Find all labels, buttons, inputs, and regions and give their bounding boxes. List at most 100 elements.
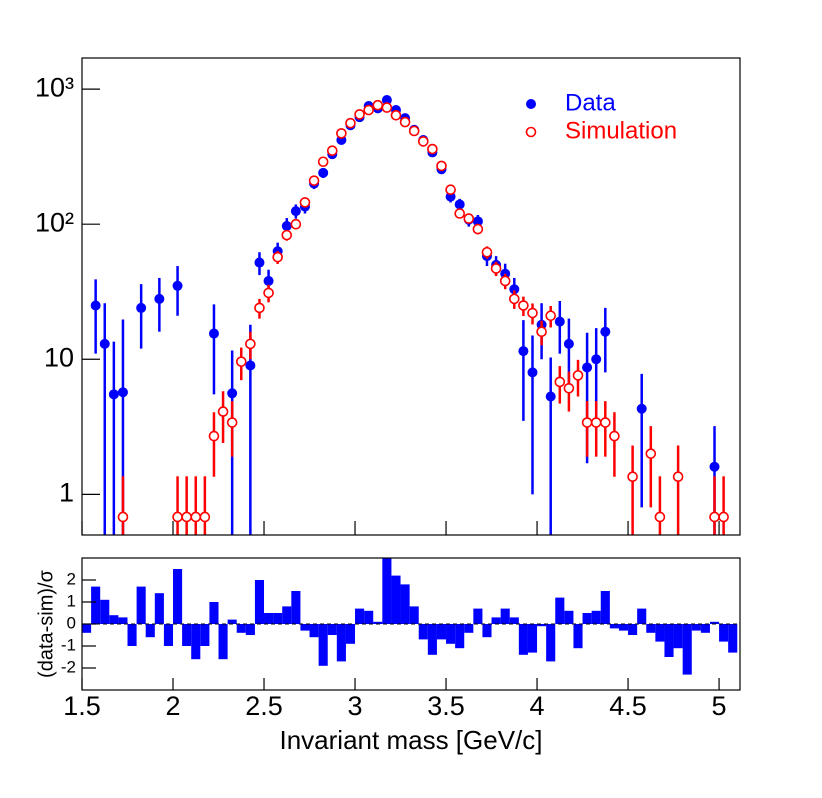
data-point xyxy=(227,388,238,399)
data-point xyxy=(345,117,356,129)
ratio-bar xyxy=(436,624,447,640)
ratio-bar xyxy=(300,624,310,631)
ratio-bar xyxy=(655,624,665,642)
ratio-bar xyxy=(518,624,528,655)
data-point xyxy=(600,417,611,428)
data-point xyxy=(645,448,657,459)
ratio-bar xyxy=(691,624,701,631)
ratio-bar xyxy=(136,586,146,624)
ratio-bar xyxy=(145,624,155,638)
data-point xyxy=(117,387,128,398)
ratio-bar xyxy=(382,558,392,624)
ratio-bar xyxy=(373,621,383,624)
data-point xyxy=(136,302,147,313)
data-point xyxy=(217,406,229,417)
data-point xyxy=(326,145,338,157)
data-point xyxy=(372,99,384,111)
data-point xyxy=(654,511,666,523)
data-point xyxy=(672,471,684,483)
ratio-bar xyxy=(364,610,374,624)
ratio-bar xyxy=(464,624,474,633)
data-point xyxy=(208,430,220,442)
ratio-bar xyxy=(673,624,683,649)
ratio-bar xyxy=(154,593,164,624)
ratio-bar xyxy=(418,624,428,640)
y-tick-label: 10 xyxy=(44,342,74,372)
ratio-bar xyxy=(728,624,738,653)
ratio-bar xyxy=(254,580,265,624)
ratio-bar xyxy=(327,624,337,635)
x-tick-label: 2.5 xyxy=(245,691,283,721)
ratio-bar xyxy=(491,617,501,624)
data-point xyxy=(108,389,119,400)
data-point xyxy=(408,125,420,137)
data-point xyxy=(99,338,110,349)
data-point xyxy=(381,95,392,106)
ratio-bar xyxy=(600,591,610,624)
data-point xyxy=(317,156,329,168)
ratio-bar xyxy=(91,586,101,624)
ratio-bar xyxy=(218,624,228,660)
data-point xyxy=(490,263,502,274)
data-point xyxy=(281,229,293,241)
data-point xyxy=(90,300,101,311)
data-point xyxy=(554,316,565,327)
ratio-bar xyxy=(109,615,119,624)
legend-marker xyxy=(526,99,536,109)
data-point xyxy=(399,116,411,128)
data-point xyxy=(609,430,620,442)
data-point xyxy=(254,257,265,268)
ratio-bar xyxy=(709,621,720,624)
legend-marker xyxy=(525,126,537,138)
data-point xyxy=(181,511,192,523)
ratio-bar xyxy=(345,624,356,644)
data-point xyxy=(117,511,129,523)
ratio-bar xyxy=(482,624,492,638)
data-point xyxy=(527,367,538,378)
ratio-bar xyxy=(427,624,437,655)
ratio-bar xyxy=(273,613,283,624)
ratio-bar xyxy=(400,584,410,624)
data-point xyxy=(509,284,520,295)
legend-label: Data xyxy=(565,89,616,116)
data-point xyxy=(463,213,475,224)
ratio-bar xyxy=(245,624,255,635)
x-tick-label: 2 xyxy=(165,691,180,721)
ratio-bar xyxy=(473,608,483,624)
data-point xyxy=(563,382,575,394)
data-point xyxy=(554,376,566,388)
data-point xyxy=(290,218,302,230)
ratio-bar xyxy=(628,624,638,635)
data-point xyxy=(518,346,529,357)
ratio-bar xyxy=(82,624,92,633)
ratio-bar xyxy=(173,569,183,624)
ratio-bar xyxy=(564,610,574,624)
x-tick-label: 5 xyxy=(712,691,727,721)
y-axis-title: (data-sim)/σ xyxy=(35,569,57,678)
data-point xyxy=(263,287,274,299)
data-point xyxy=(472,216,483,227)
ratio-bar xyxy=(291,591,301,624)
data-point xyxy=(208,328,219,339)
y-tick-label: -1 xyxy=(61,635,76,654)
data-point xyxy=(527,307,538,319)
data-point xyxy=(154,293,165,304)
x-axis-title: Invariant mass [GeV/c] xyxy=(280,725,543,755)
ratio-bar xyxy=(609,624,619,629)
ratio-bar xyxy=(537,624,547,627)
ratio-bar xyxy=(509,617,519,624)
ratio-bar xyxy=(682,624,692,675)
ratio-bar xyxy=(227,619,237,624)
data-point xyxy=(591,354,602,365)
data-point xyxy=(600,326,611,337)
ratio-bar xyxy=(355,608,365,624)
data-point xyxy=(281,220,292,231)
data-point xyxy=(190,511,202,523)
data-point xyxy=(254,302,265,314)
data-point xyxy=(518,300,529,311)
data-point xyxy=(508,293,520,305)
data-point xyxy=(245,360,256,371)
x-tick-label: 3 xyxy=(348,691,363,721)
x-tick-label: 4 xyxy=(530,691,545,721)
ratio-bar xyxy=(700,624,710,633)
